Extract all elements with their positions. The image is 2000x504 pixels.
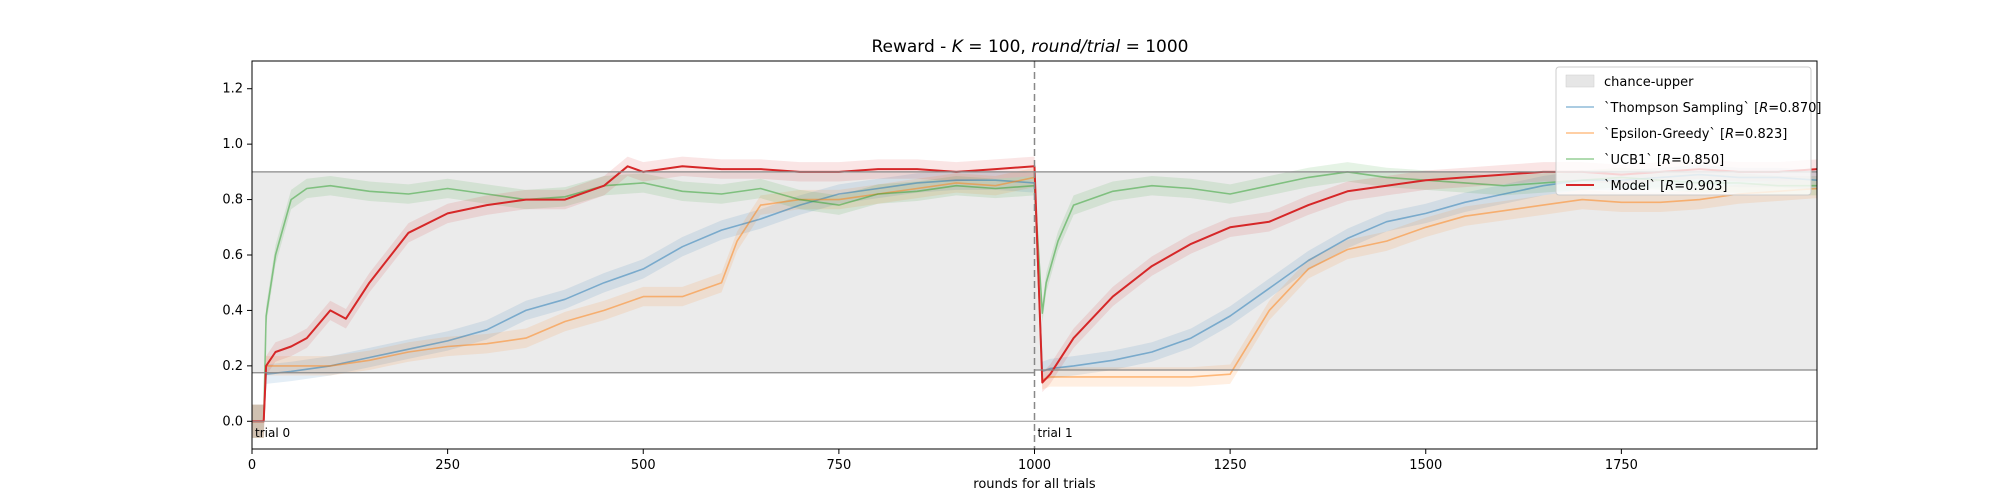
trial-label: trial 1 xyxy=(1038,426,1073,440)
series-line xyxy=(252,176,1817,423)
y-tick-label: 0.8 xyxy=(222,193,243,208)
y-tick-label: 1.2 xyxy=(222,82,243,97)
y-tick-label: 0.6 xyxy=(222,248,243,263)
series-confidence-band xyxy=(252,167,1817,438)
y-tick-label: 0.2 xyxy=(222,359,243,374)
x-tick-label: 1000 xyxy=(1018,458,1051,473)
legend-label-chance: chance-upper xyxy=(1604,75,1694,90)
legend-label: `Model` [R=0.903] xyxy=(1604,179,1727,194)
axes: 0 250 500 750 1000 1250 1500 1750 0.0 0.2 0.4 0.6 0.… xyxy=(222,82,1638,473)
trial-label: trial 0 xyxy=(255,426,290,440)
legend-label: `Epsilon-Greedy` [R=0.823] xyxy=(1604,127,1787,142)
x-axis-label: rounds for all trials xyxy=(973,477,1096,492)
legend-label: `UCB1` [R=0.850] xyxy=(1604,153,1724,168)
y-tick-label: 0.4 xyxy=(222,303,243,318)
legend: chance-upper `Thompson Sampling` [R=0.870… xyxy=(1555,66,1821,196)
series-line xyxy=(252,171,1817,423)
reference-lines: trial 0 trial 1 xyxy=(252,61,1817,449)
chance-band-segment xyxy=(252,171,1035,373)
chart-title: Reward - K = 100, round/trial = 1000 xyxy=(871,37,1188,57)
chance-band-segment xyxy=(1034,171,1817,371)
x-tick-label: 1250 xyxy=(1214,458,1247,473)
x-tick-label: 1750 xyxy=(1605,458,1638,473)
x-tick-label: 1500 xyxy=(1409,458,1442,473)
y-tick-label: 0.0 xyxy=(222,414,243,429)
x-tick-label: 0 xyxy=(248,458,256,473)
legend-label: `Thompson Sampling` [R=0.870] xyxy=(1604,101,1821,116)
y-tick-label: 1.0 xyxy=(222,137,243,152)
legend-swatch-chance xyxy=(1565,74,1595,88)
x-tick-label: 500 xyxy=(631,458,656,473)
x-tick-label: 250 xyxy=(435,458,460,473)
legend-box xyxy=(1555,66,1812,196)
series-confidence-band xyxy=(252,164,1817,438)
chance-band-layer xyxy=(252,171,1817,373)
x-tick-label: 750 xyxy=(826,458,851,473)
